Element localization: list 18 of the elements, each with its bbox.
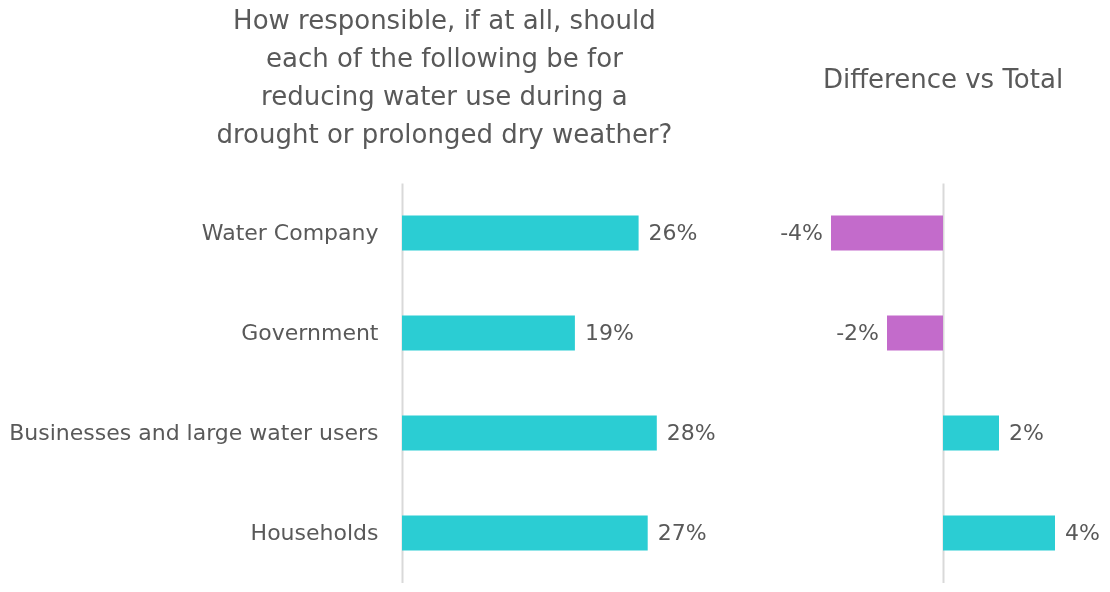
y-tick-label: Businesses and large water users [9,420,379,445]
data-label: -2% [836,320,879,345]
bar [402,415,657,451]
chart-title: Difference vs Total [822,64,1064,94]
data-label: 2% [1009,420,1044,445]
data-label: 4% [1065,520,1100,545]
y-tick-label: Government [241,320,379,345]
bar [402,315,575,351]
bar [402,515,648,551]
data-label: 19% [584,320,634,345]
data-label: 27% [657,520,707,545]
bar [402,215,639,251]
y-tick-label: Water Company [201,220,379,245]
chart-title: How responsible, if at all, should each of the following be for reducing water use during a drought or prolonged dry weather? [216,5,673,149]
data-label: 26% [648,220,698,245]
data-label: 28% [666,420,716,445]
data-label: -4% [780,220,823,245]
y-tick-label: Households [250,520,379,545]
